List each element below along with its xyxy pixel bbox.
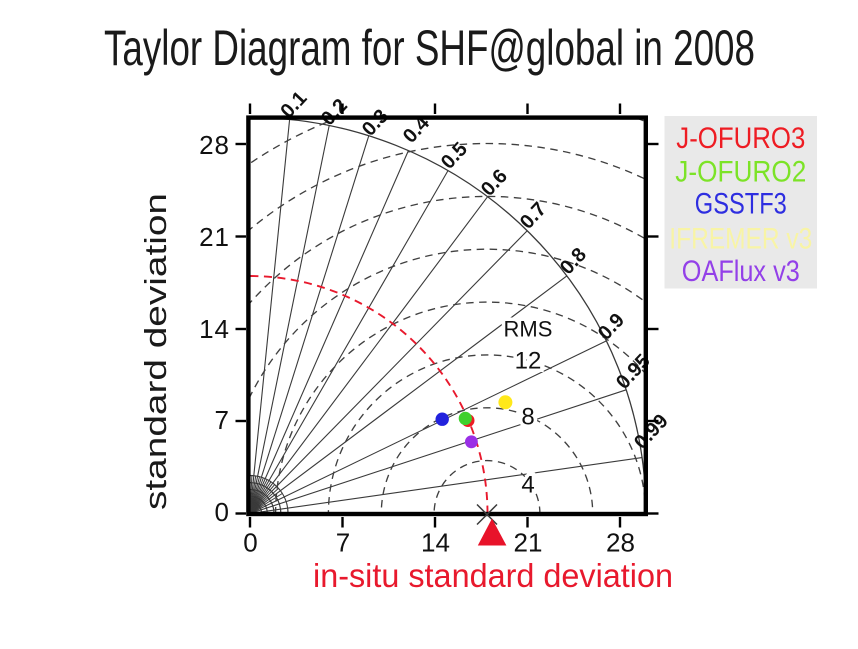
svg-text:Taylor Diagram for SHF@global: Taylor Diagram for SHF@global in 2008 — [104, 20, 755, 76]
svg-text:0: 0 — [243, 528, 257, 558]
svg-text:7: 7 — [215, 405, 230, 435]
svg-text:8: 8 — [521, 404, 534, 431]
svg-text:0: 0 — [215, 497, 230, 527]
svg-text:7: 7 — [336, 528, 350, 558]
svg-text:21: 21 — [199, 222, 230, 252]
svg-text:RMS: RMS — [504, 317, 553, 342]
svg-text:28: 28 — [606, 528, 635, 558]
svg-text:standard deviation: standard deviation — [138, 193, 173, 510]
svg-text:GSSTF3: GSSTF3 — [695, 187, 787, 220]
svg-text:in-situ standard deviation: in-situ standard deviation — [313, 557, 673, 594]
svg-text:14: 14 — [199, 314, 230, 344]
svg-text:4: 4 — [521, 472, 534, 499]
svg-text:IFREMER v3: IFREMER v3 — [669, 222, 812, 255]
svg-text:21: 21 — [514, 528, 543, 558]
svg-text:28: 28 — [199, 130, 230, 160]
svg-text:J-OFURO2: J-OFURO2 — [675, 156, 806, 189]
svg-text:14: 14 — [421, 528, 450, 558]
svg-text:J-OFURO3: J-OFURO3 — [676, 122, 805, 155]
svg-text:12: 12 — [515, 348, 542, 375]
svg-text:OAFlux v3: OAFlux v3 — [682, 255, 800, 288]
